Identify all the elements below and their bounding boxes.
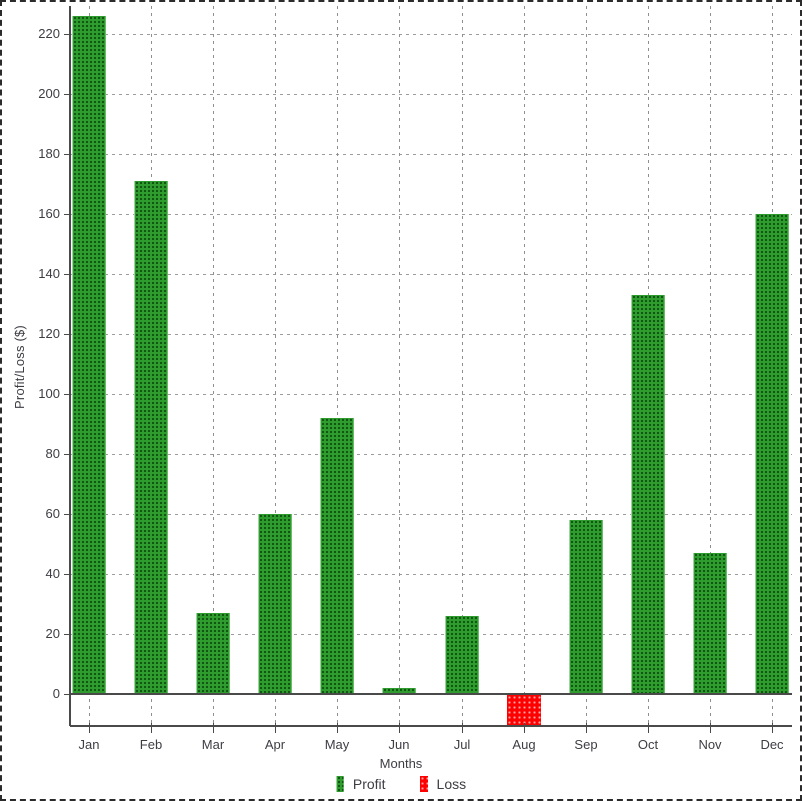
x-tick-label: Oct xyxy=(637,737,659,752)
x-tick-mark xyxy=(213,723,214,733)
x-tick-label: May xyxy=(324,737,350,752)
x-tick-label: Aug xyxy=(512,737,536,752)
bar-mar xyxy=(196,613,230,694)
x-tick-label: Mar xyxy=(201,737,225,752)
x-tick-mark xyxy=(275,723,276,733)
gridline-horizontal xyxy=(70,634,792,635)
x-tick-mark xyxy=(586,723,587,733)
y-tick-mark xyxy=(64,514,70,515)
x-tick-label: Jul xyxy=(453,737,471,752)
y-tick-label: 140 xyxy=(38,266,60,281)
x-tick-label: Sep xyxy=(574,737,598,752)
gridline-vertical xyxy=(462,6,463,726)
x-tick-mark xyxy=(89,723,90,733)
y-tick-label: 40 xyxy=(45,566,60,581)
y-tick-mark xyxy=(64,214,70,215)
y-tick-mark xyxy=(64,154,70,155)
y-tick-mark xyxy=(64,394,70,395)
legend: Profit Loss xyxy=(2,776,800,792)
x-axis-zero-line xyxy=(70,693,792,695)
gridline-vertical xyxy=(275,6,276,726)
bar-sep xyxy=(569,520,603,694)
legend-swatch-loss xyxy=(419,776,428,792)
bar-may xyxy=(320,418,354,694)
bar-feb xyxy=(134,181,168,694)
gridline-horizontal xyxy=(70,214,792,215)
x-tick-mark xyxy=(337,723,338,733)
gridline-horizontal xyxy=(70,274,792,275)
gridline-vertical xyxy=(524,6,525,726)
y-axis-line xyxy=(69,6,71,726)
y-tick-mark xyxy=(64,574,70,575)
bar-aug xyxy=(507,695,541,725)
x-tick-label: Feb xyxy=(139,737,163,752)
bar-jun xyxy=(382,688,416,694)
y-tick-label: 100 xyxy=(38,386,60,401)
x-tick-mark xyxy=(151,723,152,733)
plot-bottom-border xyxy=(70,725,792,727)
y-tick-label: 20 xyxy=(45,626,60,641)
gridline-horizontal xyxy=(70,454,792,455)
gridline-horizontal xyxy=(70,514,792,515)
legend-label-profit: Profit xyxy=(352,776,386,792)
y-tick-mark xyxy=(64,34,70,35)
y-tick-label: 0 xyxy=(52,686,60,701)
gridline-vertical xyxy=(337,6,338,726)
y-tick-mark xyxy=(64,634,70,635)
legend-item-loss: Loss xyxy=(419,776,467,792)
gridline-horizontal xyxy=(70,334,792,335)
y-tick-label: 200 xyxy=(38,86,60,101)
bar-jan xyxy=(72,16,106,694)
gridline-vertical xyxy=(710,6,711,726)
gridline-horizontal xyxy=(70,574,792,575)
x-tick-mark xyxy=(399,723,400,733)
gridline-horizontal xyxy=(70,34,792,35)
x-tick-label: Jan xyxy=(78,737,100,752)
x-axis-title: Months xyxy=(379,756,423,771)
x-tick-mark xyxy=(648,723,649,733)
x-tick-label: Dec xyxy=(760,737,784,752)
y-tick-label: 220 xyxy=(38,26,60,41)
legend-swatch-profit xyxy=(335,776,344,792)
x-tick-mark xyxy=(772,723,773,733)
bar-apr xyxy=(258,514,292,694)
bar-jul xyxy=(445,616,479,694)
gridline-horizontal xyxy=(70,394,792,395)
y-tick-mark xyxy=(64,94,70,95)
x-tick-mark xyxy=(524,723,525,733)
x-tick-mark xyxy=(710,723,711,733)
gridline-vertical xyxy=(213,6,214,726)
gridline-horizontal xyxy=(70,94,792,95)
y-tick-label: 160 xyxy=(38,206,60,221)
bar-dec xyxy=(755,214,789,694)
x-tick-label: Nov xyxy=(698,737,722,752)
y-tick-label: 80 xyxy=(45,446,60,461)
gridline-vertical xyxy=(586,6,587,726)
y-tick-mark xyxy=(64,454,70,455)
legend-item-profit: Profit xyxy=(335,776,386,792)
legend-label-loss: Loss xyxy=(436,776,467,792)
gridline-vertical xyxy=(399,6,400,726)
y-tick-label: 180 xyxy=(38,146,60,161)
x-tick-mark xyxy=(462,723,463,733)
y-tick-label: 120 xyxy=(38,326,60,341)
gridline-horizontal xyxy=(70,154,792,155)
bar-nov xyxy=(693,553,727,694)
y-tick-mark xyxy=(64,694,70,695)
x-tick-label: Jun xyxy=(388,737,410,752)
y-tick-label: 60 xyxy=(45,506,60,521)
x-tick-label: Apr xyxy=(264,737,286,752)
y-tick-mark xyxy=(64,334,70,335)
bar-oct xyxy=(631,295,665,694)
y-tick-mark xyxy=(64,274,70,275)
